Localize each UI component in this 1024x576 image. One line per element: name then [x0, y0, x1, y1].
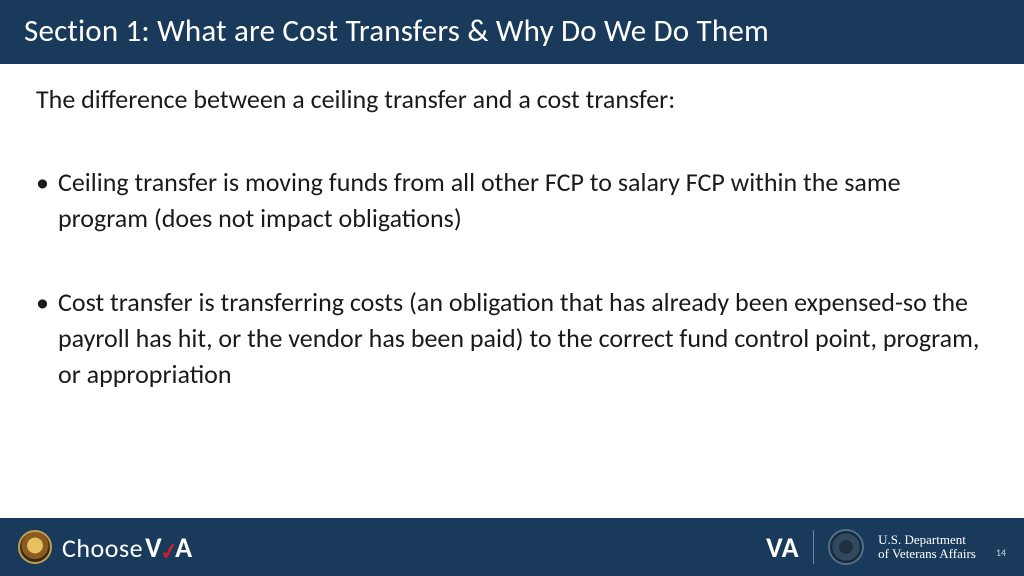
department-line2: of Veterans Affairs — [878, 547, 976, 561]
va-mark: VA — [766, 530, 799, 565]
slide: Section 1: What are Cost Transfers & Why… — [0, 0, 1024, 576]
bullet-list: Ceiling transfer is moving funds from al… — [36, 165, 988, 392]
choose-va-logo: Choose V ✓ A — [62, 530, 193, 565]
check-icon: ✓ — [158, 536, 181, 565]
list-item: Ceiling transfer is moving funds from al… — [36, 165, 988, 237]
footer-right: VA U.S. Department of Veterans Affairs 1… — [766, 529, 1006, 565]
choose-label: Choose — [62, 532, 143, 564]
footer-left: Choose V ✓ A — [18, 530, 193, 565]
department-seal-icon — [828, 529, 864, 565]
footer-divider — [813, 530, 814, 564]
department-line1: U.S. Department — [878, 533, 976, 547]
intro-text: The difference between a ceiling transfe… — [36, 82, 988, 117]
slide-title: Section 1: What are Cost Transfers & Why… — [24, 12, 1000, 50]
slide-footer: Choose V ✓ A VA U.S. Department of Veter… — [0, 518, 1024, 576]
list-item: Cost transfer is transferring costs (an … — [36, 285, 988, 393]
page-number: 14 — [996, 546, 1006, 565]
va-seal-icon — [18, 530, 52, 564]
department-text: U.S. Department of Veterans Affairs — [878, 533, 976, 560]
slide-body: The difference between a ceiling transfe… — [0, 64, 1024, 518]
slide-header: Section 1: What are Cost Transfers & Why… — [0, 0, 1024, 64]
